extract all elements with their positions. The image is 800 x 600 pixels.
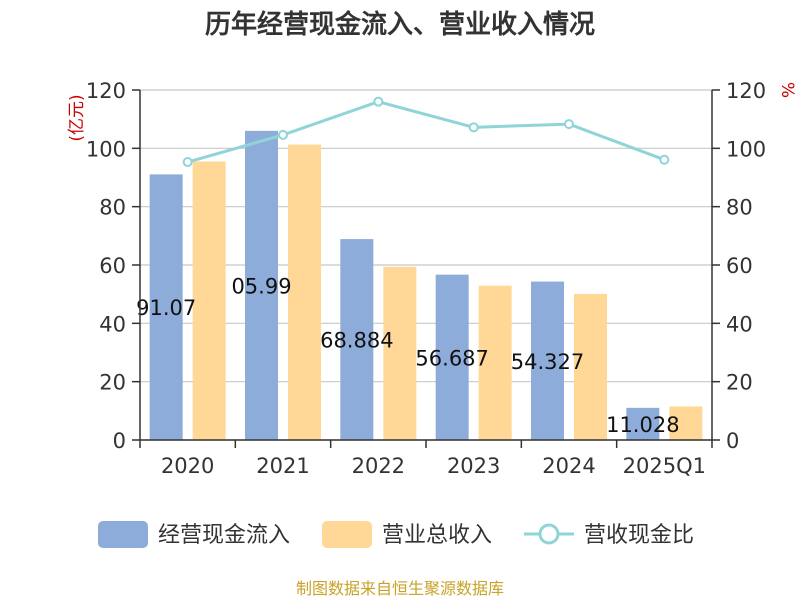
cash-inflow-data-label: 11.028	[606, 413, 679, 437]
left-axis-unit: (亿元)	[67, 94, 87, 141]
revenue-bar	[669, 406, 703, 440]
x-tick-label: 2025Q1	[623, 454, 706, 478]
right-tick-label: 60	[726, 254, 753, 278]
cash-inflow-bar	[626, 407, 660, 440]
axes-layer: 0 20 40 60 80 100 120 0 20 40 60 80 100 120 2020 2021 20…	[86, 79, 766, 478]
revenue-bar	[288, 144, 321, 440]
cash-inflow-bar	[149, 174, 183, 441]
right-tick-label: 40	[726, 312, 753, 336]
right-tick-label: 0	[726, 429, 739, 453]
right-axis-unit: %	[777, 82, 797, 98]
ratio-point	[373, 96, 384, 107]
ratio-line-layer	[182, 96, 670, 168]
cash-inflow-bar	[531, 281, 564, 440]
x-tick-label: 2023	[447, 454, 500, 478]
legend: 经营现金流入 营业总收入 营收现金比	[98, 521, 694, 548]
legend-label-ratio: 营收现金比	[584, 523, 694, 548]
ratio-point	[468, 122, 479, 133]
cash-inflow-data-label: 56.687	[415, 346, 488, 370]
left-tick-label: 100	[86, 137, 126, 161]
left-tick-label: 0	[113, 429, 126, 453]
cash-inflow-data-label: 91.07	[136, 296, 196, 320]
data-labels-layer: 91.07 05.99 68.884 56.687 54.327 11.028	[136, 274, 679, 436]
legend-swatch-revenue	[322, 521, 372, 548]
cash-inflow-data-label: 54.327	[511, 350, 584, 374]
cash-inflow-bar	[340, 239, 374, 440]
legend-label-cash-inflow: 经营现金流入	[158, 523, 290, 548]
revenue-bar	[574, 293, 607, 440]
cash-inflow-bar	[245, 130, 278, 441]
left-tick-label: 40	[99, 312, 126, 336]
x-tick-label: 2021	[256, 454, 309, 478]
x-tick-label: 2022	[352, 454, 405, 478]
x-tick-label: 2020	[161, 454, 214, 478]
left-tick-label: 80	[99, 196, 126, 220]
ratio-point	[182, 157, 193, 168]
bars-layer	[149, 130, 703, 441]
ratio-line	[187, 100, 665, 164]
left-tick-label: 20	[99, 371, 126, 395]
revenue-bar	[478, 285, 512, 440]
source-note: 制图数据来自恒生聚源数据库	[296, 579, 504, 598]
right-tick-label: 80	[726, 196, 753, 220]
right-tick-label: 100	[726, 137, 766, 161]
revenue-bar	[192, 161, 226, 441]
x-tick-label: 2024	[542, 454, 595, 478]
right-tick-label: 20	[726, 371, 753, 395]
left-tick-label: 60	[99, 254, 126, 278]
cash-inflow-bar	[435, 274, 469, 440]
right-tick-label: 120	[726, 79, 766, 103]
legend-marker-ratio	[538, 523, 560, 545]
cash-inflow-data-label: 05.99	[231, 274, 291, 298]
left-tick-label: 120	[86, 79, 126, 103]
revenue-bar	[383, 266, 417, 440]
cash-inflow-data-label: 68.884	[320, 329, 393, 353]
grid-lines	[140, 89, 712, 441]
legend-label-revenue: 营业总收入	[382, 523, 492, 548]
legend-swatch-cash-inflow	[98, 521, 148, 548]
ratio-point	[278, 129, 288, 140]
chart-title: 历年经营现金流入、营业收入情况	[205, 9, 595, 40]
ratio-point	[564, 119, 574, 130]
ratio-point	[659, 154, 670, 165]
